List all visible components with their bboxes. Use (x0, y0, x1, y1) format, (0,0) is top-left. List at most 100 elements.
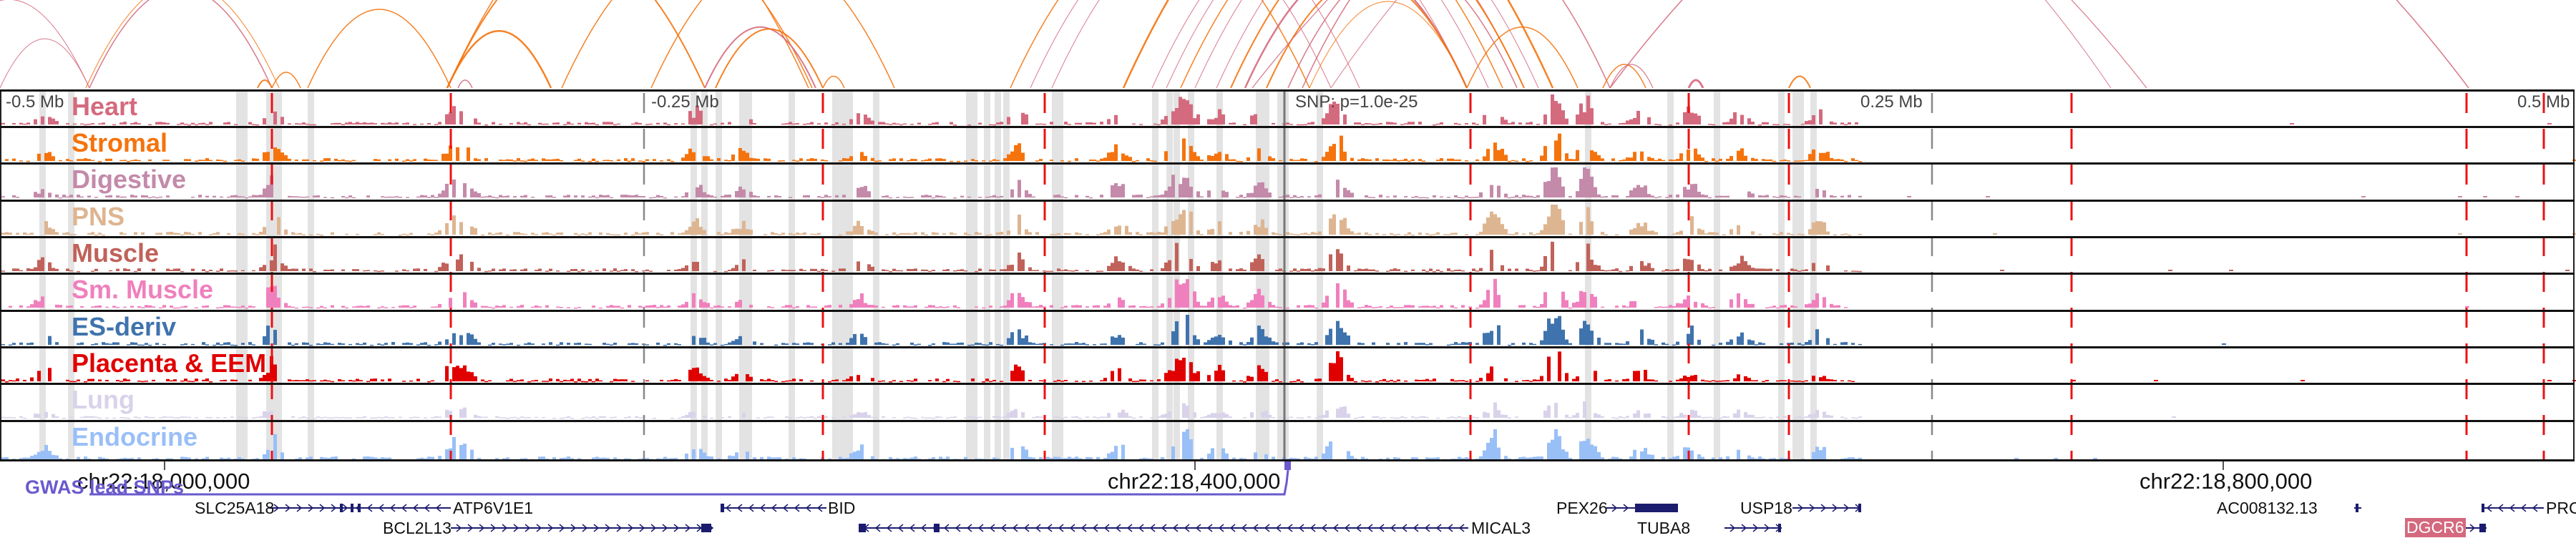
gene-label-highlighted[interactable]: DGCR6 (2405, 518, 2466, 537)
signal-bar (992, 457, 996, 459)
signal-bar (685, 265, 688, 271)
gene-label[interactable]: BID (828, 499, 856, 517)
signal-bar (1712, 344, 1715, 346)
signal-bar (1797, 233, 1801, 235)
signal-bar (1815, 410, 1819, 418)
signal-bar (1028, 267, 1032, 271)
signal-bar (1454, 160, 1458, 161)
signal-bar (1232, 159, 1236, 161)
signal-bar (102, 457, 105, 459)
signal-bar (12, 380, 16, 382)
signal-bar (549, 233, 552, 235)
signal-bar (810, 380, 814, 382)
signal-bar (1311, 344, 1314, 346)
signal-bar (1429, 457, 1433, 459)
gene-label[interactable]: PEX26 (1556, 499, 1608, 517)
signal-bar (964, 417, 967, 419)
signal-bar (316, 307, 320, 309)
signal-bar (885, 343, 889, 346)
signal-bar (1540, 456, 1543, 459)
signal-bar (542, 456, 545, 459)
signal-bar (864, 411, 867, 418)
signal-bar (1597, 451, 1601, 459)
signal-bar (1504, 155, 1508, 161)
signal-bar (1805, 121, 1808, 124)
signal-bar (1397, 307, 1400, 308)
signal-bar (685, 301, 688, 308)
signal-bar (409, 160, 413, 162)
highlight-band (966, 89, 977, 461)
signal-bar (1597, 155, 1601, 161)
signal-bar (1425, 378, 1429, 381)
signal-bar (230, 344, 234, 346)
signal-bar (424, 342, 427, 345)
signal-bar (660, 160, 663, 162)
signal-bar (810, 122, 814, 124)
signal-bar (402, 123, 406, 124)
signal-bar (416, 344, 420, 346)
signal-bar (1118, 297, 1121, 308)
gene-label[interactable]: ATP6V1E1 (453, 499, 534, 517)
signal-bar (928, 458, 932, 460)
signal-bar (159, 196, 162, 198)
signal-bar (563, 124, 567, 125)
signal-bar (327, 270, 331, 271)
signal-bar (449, 298, 452, 308)
signal-bar (162, 122, 166, 124)
gene-label[interactable]: PRC (2546, 499, 2576, 517)
signal-bar (406, 305, 409, 308)
signal-bar (452, 106, 456, 124)
gene-label[interactable]: TUBA8 (1637, 519, 1691, 537)
gene-label[interactable]: BCL2L13 (383, 519, 452, 537)
signal-bar (1780, 343, 1783, 345)
signal-bar (52, 229, 55, 235)
signal-bar (1139, 379, 1143, 381)
signal-bar (903, 123, 907, 124)
signal-bar (520, 269, 524, 271)
signal-bar (1279, 268, 1282, 271)
signal-bar (1472, 416, 1475, 419)
signal-bar (1812, 114, 1815, 124)
signal-bar (306, 306, 309, 308)
signal-bar (1404, 380, 1407, 382)
signal-bar (742, 150, 746, 161)
track-signal (1, 429, 2097, 461)
signal-bar (907, 458, 910, 460)
signal-bar (1, 379, 5, 381)
signal-bar (431, 416, 434, 419)
signal-bar (653, 417, 656, 419)
gene-label[interactable]: AC008132.13 (2217, 499, 2318, 517)
signal-bar (560, 381, 563, 383)
gene-label[interactable]: MICAL3 (1471, 519, 1531, 537)
signal-bar (899, 233, 903, 235)
signal-bar (1425, 233, 1429, 235)
signal-bar (935, 233, 939, 235)
signal-bar (502, 268, 506, 271)
signal-bar (517, 158, 520, 161)
signal-bar (1060, 417, 1064, 419)
signal-bar (1808, 229, 1812, 235)
signal-bar (1000, 195, 1003, 197)
signal-bar (1018, 329, 1021, 345)
signal-bar (735, 339, 738, 345)
signal-bar (306, 196, 309, 198)
signal-bar (1179, 184, 1182, 197)
gene-label[interactable]: SLC25A18 (195, 499, 275, 517)
highlight-band (1778, 89, 1785, 461)
signal-bar (34, 414, 37, 418)
signal-bar (77, 456, 80, 459)
signal-bar (1654, 344, 1658, 346)
signal-bar (1286, 459, 1289, 460)
signal-bar (434, 270, 438, 273)
gene-label[interactable]: USP18 (1740, 499, 1792, 517)
signal-bar (853, 300, 857, 308)
signal-bar (932, 232, 935, 235)
signal-bar (112, 305, 116, 308)
signal-bar (1758, 342, 1762, 345)
signal-bar (1246, 157, 1250, 161)
signal-bar (98, 417, 102, 419)
signal-bar (681, 233, 685, 235)
signal-bar (288, 269, 291, 271)
signal-bar (1619, 458, 1622, 460)
signal-bar (628, 458, 631, 460)
